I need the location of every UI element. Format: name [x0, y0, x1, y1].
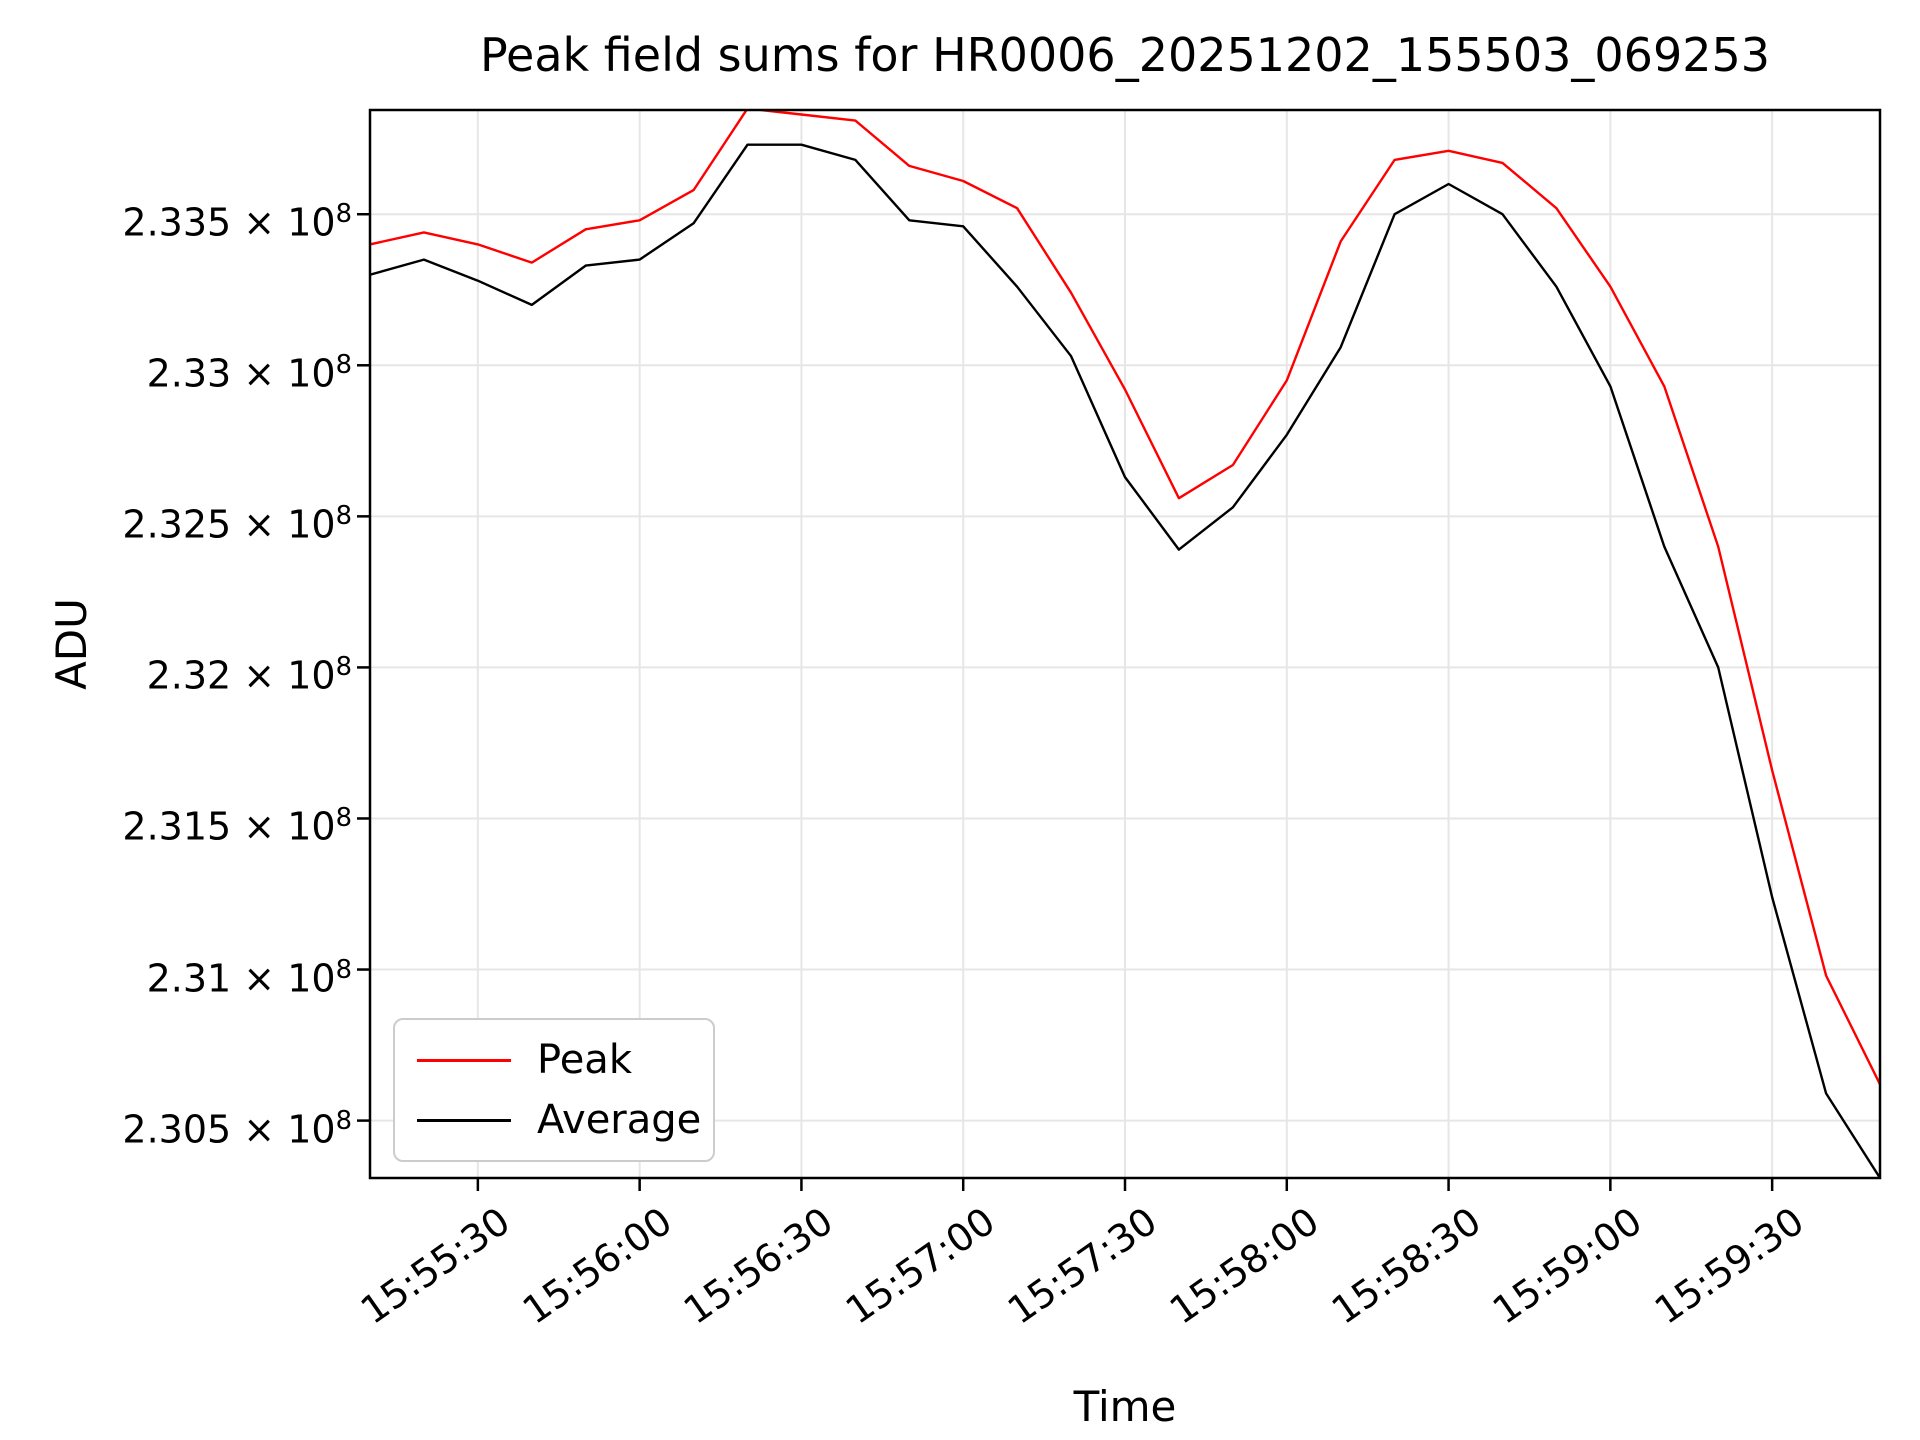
peak-line-sample [417, 1058, 511, 1062]
y-tick-label: 2.33 × 108 [146, 350, 352, 396]
legend-item-average: Average [417, 1094, 701, 1146]
y-tick-label: 2.335 × 108 [122, 199, 352, 245]
y-tick-label: 2.305 × 108 [122, 1105, 352, 1152]
legend-label-average: Average [537, 1097, 702, 1143]
legend-label-peak: Peak [537, 1037, 632, 1083]
y-tick-label: 2.325 × 108 [122, 501, 352, 547]
y-tick-label: 2.32 × 108 [146, 652, 352, 699]
y-tick-label: 2.315 × 108 [122, 803, 352, 850]
y-axis-label: ADU [47, 598, 96, 690]
x-axis-label: Time [1073, 1382, 1177, 1431]
average-line-sample [417, 1118, 511, 1122]
chart-title: Peak field sums for HR0006_20251202_1555… [479, 28, 1771, 82]
series-peak [370, 110, 1880, 1085]
gridlines [370, 110, 1880, 1178]
legend-item-peak: Peak [417, 1034, 691, 1086]
series-lines [370, 110, 1880, 1178]
y-tick-label: 2.31 × 108 [146, 954, 352, 1001]
series-average [370, 143, 1880, 1178]
legend: Peak Average [393, 1018, 715, 1162]
tick-marks [357, 212, 1774, 1191]
